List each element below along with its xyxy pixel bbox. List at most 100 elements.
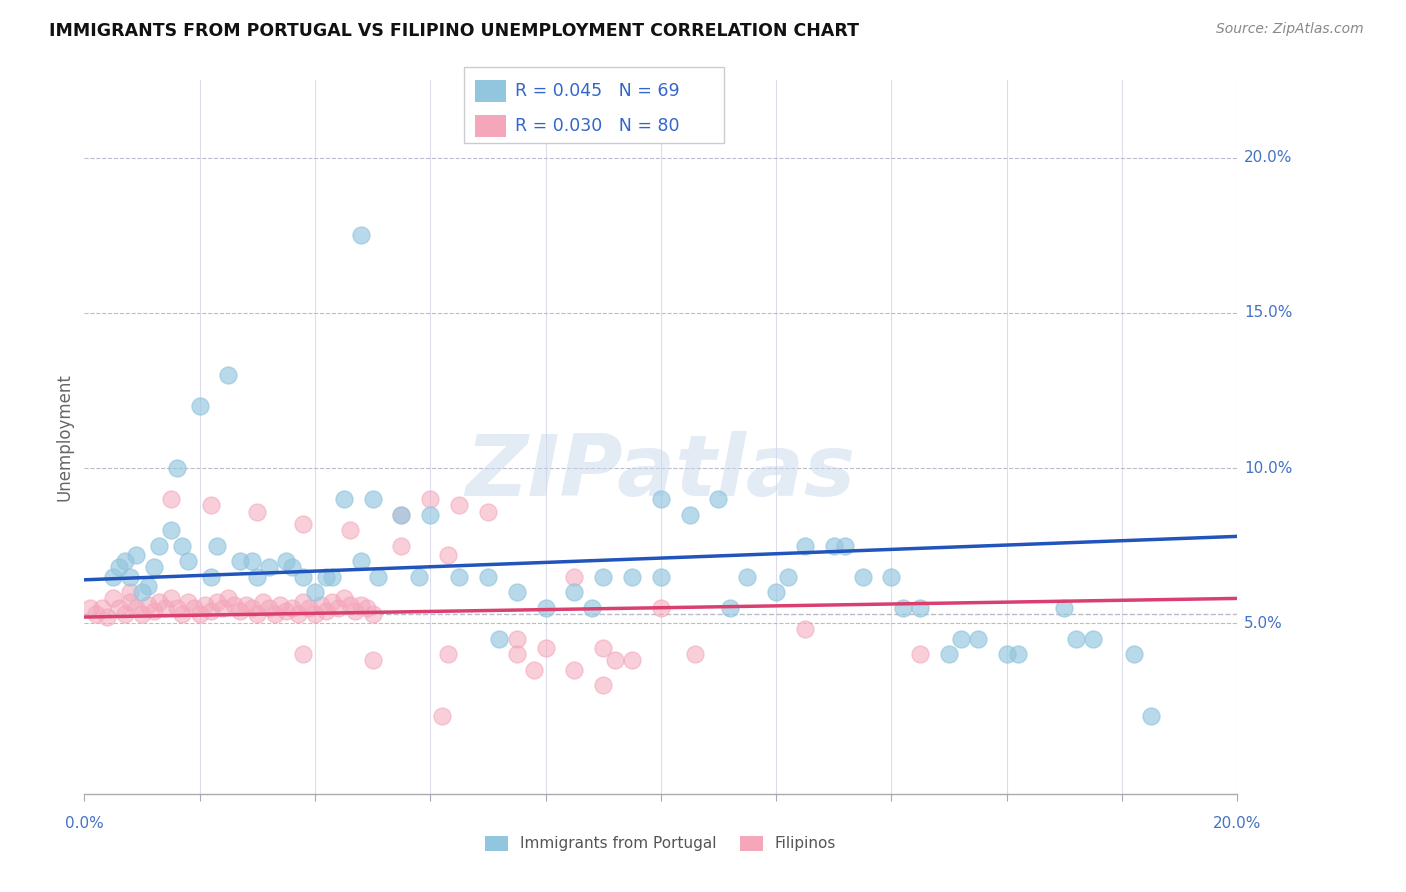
Point	[938, 647, 960, 661]
Point	[263, 607, 285, 621]
Point	[120, 594, 142, 608]
Point	[125, 548, 148, 562]
Point	[240, 600, 263, 615]
Point	[880, 570, 903, 584]
Point	[650, 492, 672, 507]
Point	[304, 585, 326, 599]
Point	[148, 539, 170, 553]
Point	[200, 499, 222, 513]
Point	[737, 570, 759, 584]
Point	[84, 607, 107, 621]
Point	[350, 554, 373, 568]
Point	[823, 539, 845, 553]
Point	[1007, 647, 1029, 661]
Point	[235, 598, 257, 612]
Point	[344, 604, 367, 618]
Point	[148, 594, 170, 608]
Point	[229, 604, 252, 618]
Legend: Immigrants from Portugal, Filipinos: Immigrants from Portugal, Filipinos	[479, 830, 842, 857]
Point	[188, 399, 211, 413]
Point	[408, 570, 430, 584]
Text: IMMIGRANTS FROM PORTUGAL VS FILIPINO UNEMPLOYMENT CORRELATION CHART: IMMIGRANTS FROM PORTUGAL VS FILIPINO UNE…	[49, 22, 859, 40]
Point	[564, 663, 586, 677]
Point	[910, 647, 932, 661]
Point	[160, 492, 183, 507]
Point	[218, 591, 240, 606]
Text: 0.0%: 0.0%	[65, 816, 104, 831]
Point	[103, 570, 124, 584]
Text: ZIPatlas: ZIPatlas	[465, 431, 856, 515]
Point	[103, 591, 124, 606]
Point	[679, 508, 702, 522]
Point	[765, 585, 787, 599]
Point	[205, 594, 228, 608]
Text: 20.0%: 20.0%	[1213, 816, 1261, 831]
Point	[949, 632, 972, 646]
Point	[252, 594, 274, 608]
Text: R = 0.045   N = 69: R = 0.045 N = 69	[515, 82, 679, 100]
Point	[200, 570, 222, 584]
Point	[477, 570, 499, 584]
Point	[477, 504, 499, 518]
Point	[177, 594, 200, 608]
Point	[367, 570, 389, 584]
Point	[891, 600, 914, 615]
Text: 15.0%: 15.0%	[1244, 305, 1292, 320]
Point	[339, 598, 361, 612]
Point	[276, 554, 298, 568]
Point	[776, 570, 799, 584]
Point	[592, 570, 614, 584]
Point	[120, 585, 142, 599]
Point	[188, 607, 211, 621]
Point	[309, 598, 332, 612]
Point	[114, 554, 136, 568]
Point	[160, 523, 183, 537]
Point	[1083, 632, 1105, 646]
Text: 20.0%: 20.0%	[1244, 151, 1292, 165]
Point	[166, 461, 188, 475]
Point	[246, 570, 269, 584]
Point	[79, 600, 101, 615]
Point	[350, 228, 373, 243]
Point	[298, 600, 321, 615]
Point	[166, 600, 188, 615]
Point	[315, 604, 337, 618]
Point	[834, 539, 856, 553]
Point	[506, 647, 529, 661]
Point	[506, 632, 529, 646]
Point	[142, 604, 165, 618]
Point	[449, 570, 471, 584]
Point	[211, 600, 233, 615]
Point	[436, 548, 458, 562]
Point	[419, 508, 441, 522]
Point	[967, 632, 990, 646]
Point	[391, 508, 413, 522]
Point	[794, 539, 817, 553]
Point	[333, 492, 356, 507]
Point	[205, 539, 228, 553]
Point	[172, 607, 194, 621]
Point	[108, 560, 131, 574]
Point	[350, 598, 373, 612]
Point	[488, 632, 510, 646]
Point	[292, 570, 315, 584]
Point	[852, 570, 875, 584]
Point	[707, 492, 730, 507]
Point	[172, 539, 194, 553]
Text: 10.0%: 10.0%	[1244, 460, 1292, 475]
Point	[603, 653, 626, 667]
Point	[326, 600, 349, 615]
Point	[281, 600, 304, 615]
Point	[449, 499, 471, 513]
Point	[125, 600, 148, 615]
Point	[153, 600, 176, 615]
Point	[292, 594, 315, 608]
Point	[391, 539, 413, 553]
Point	[436, 647, 458, 661]
Point	[592, 678, 614, 692]
Point	[321, 570, 343, 584]
Point	[120, 570, 142, 584]
Y-axis label: Unemployment: Unemployment	[55, 373, 73, 501]
Point	[621, 570, 644, 584]
Point	[685, 647, 707, 661]
